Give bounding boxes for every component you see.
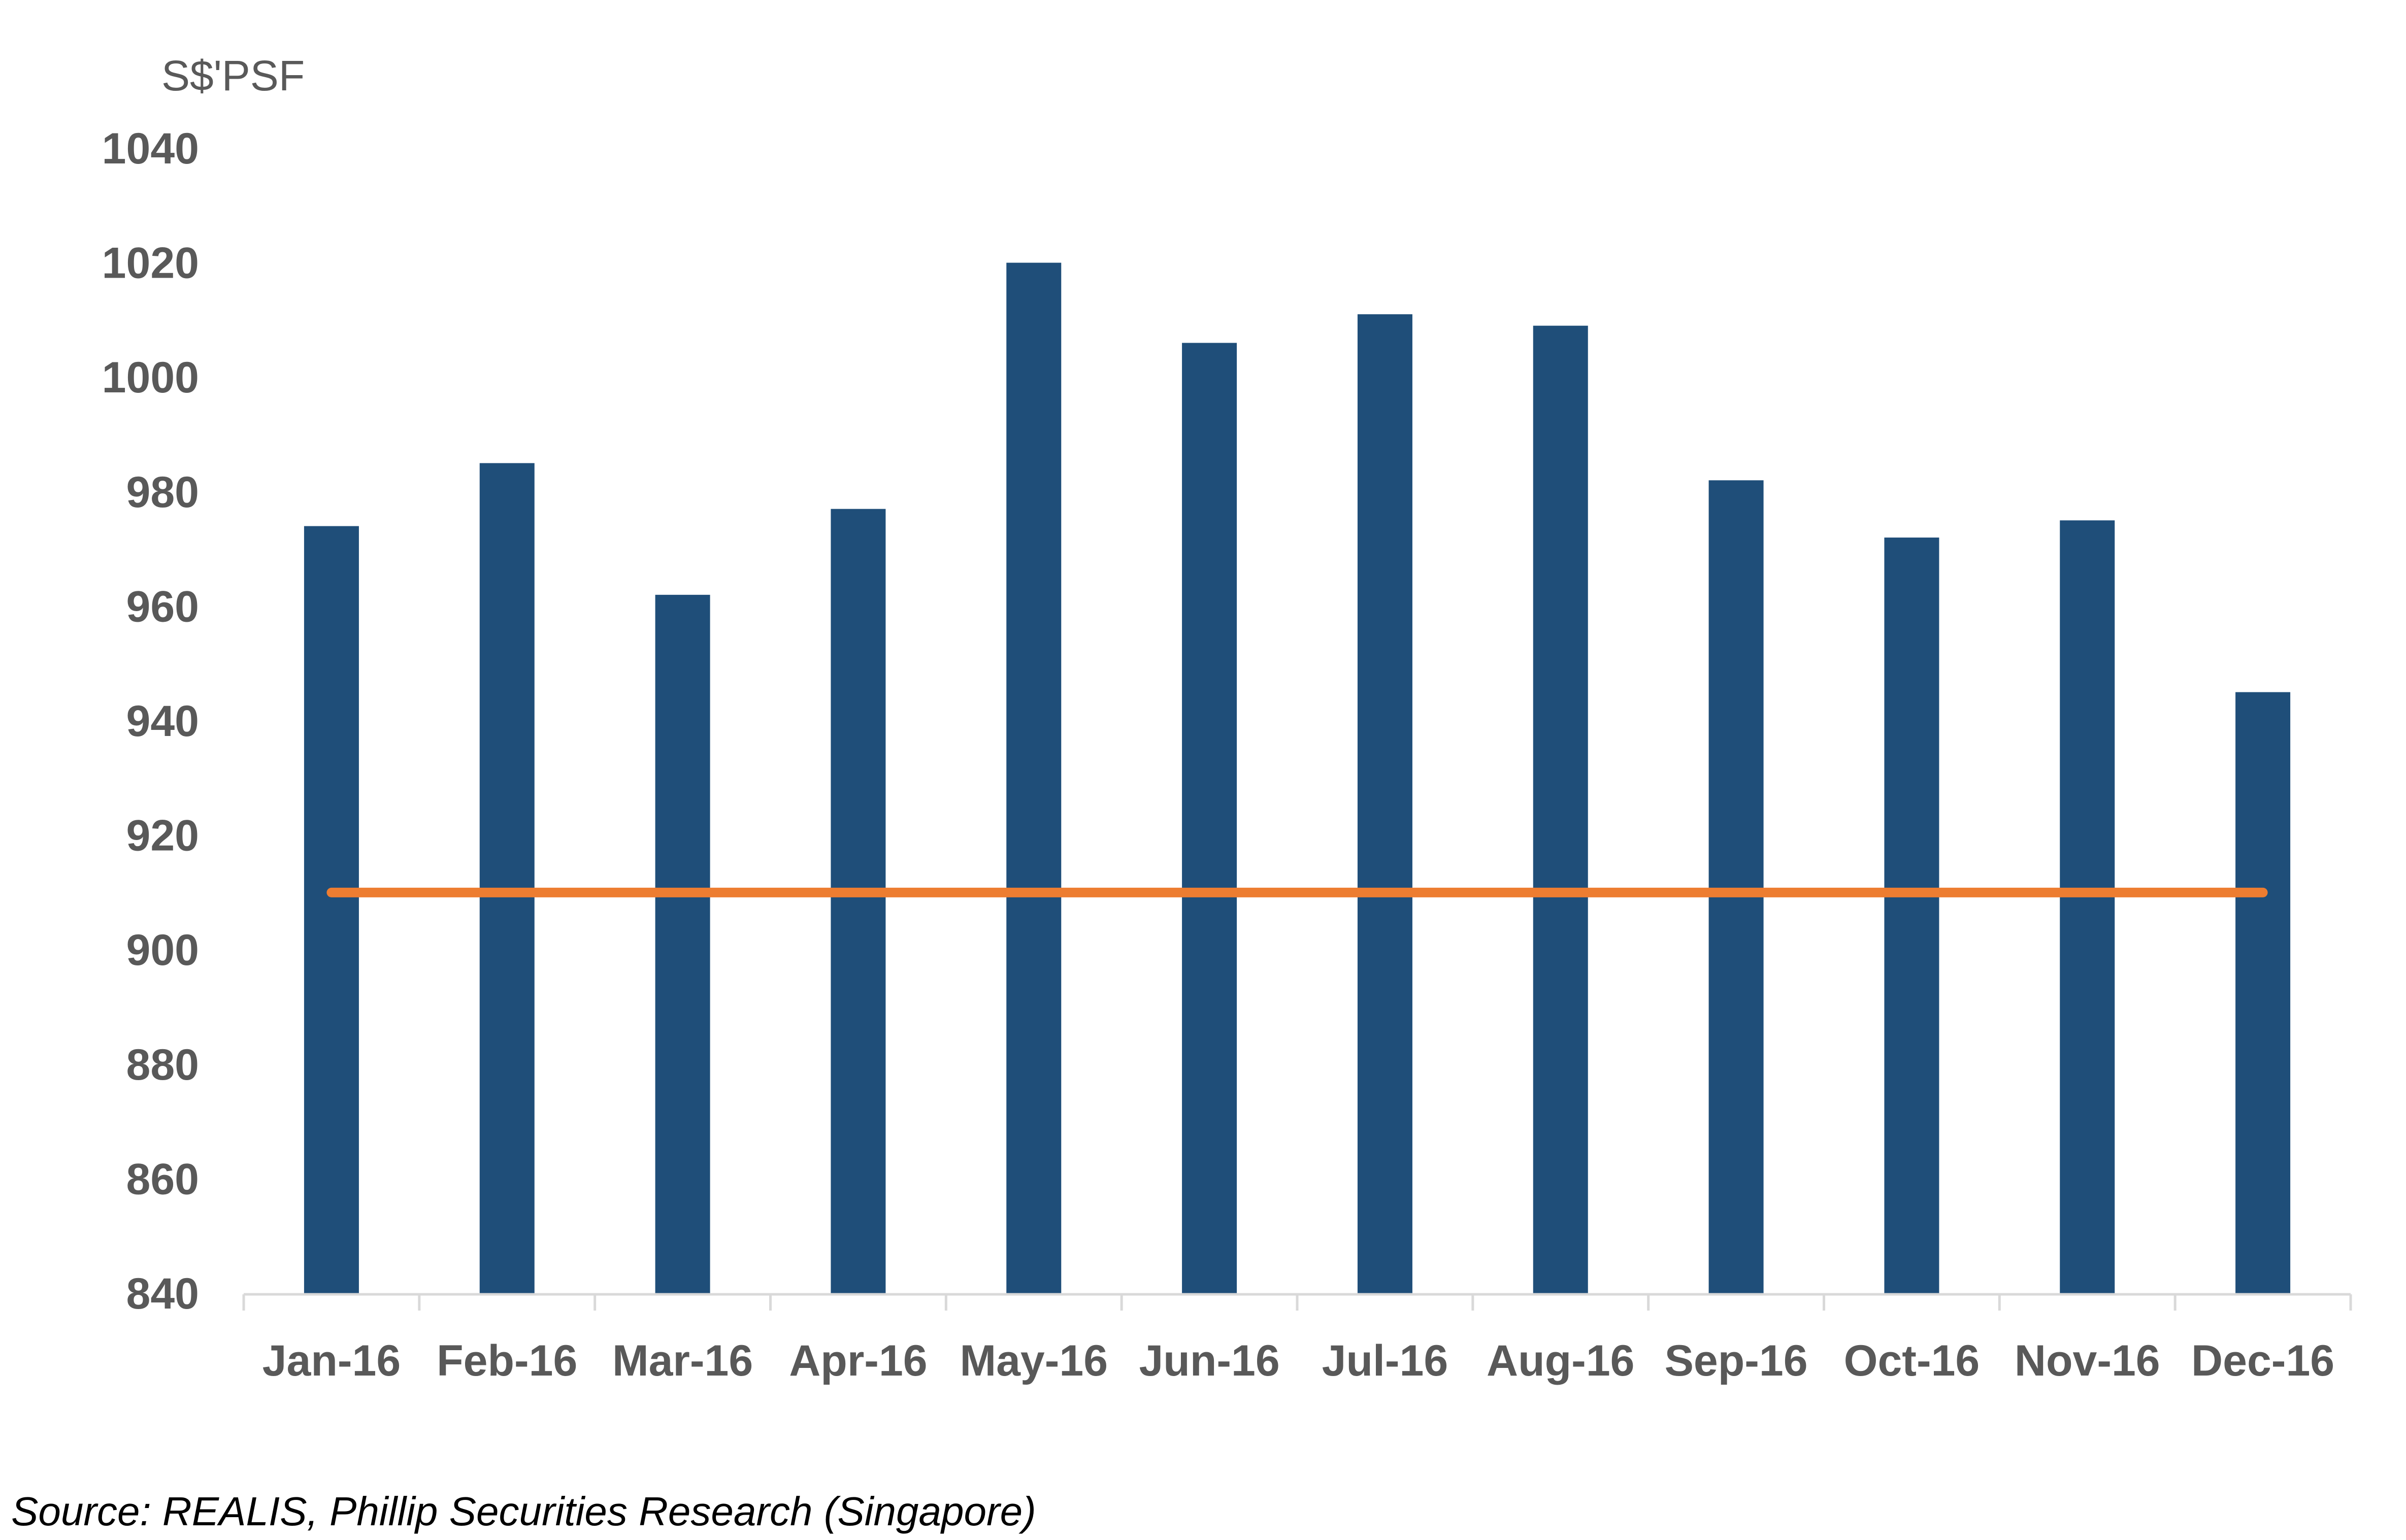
bar xyxy=(479,463,535,1293)
bar-series xyxy=(304,262,2291,1294)
bar xyxy=(1006,262,1062,1293)
y-tick-label: 900 xyxy=(126,926,200,975)
x-tick-label: May-16 xyxy=(960,1336,1108,1385)
y-tick-label: 860 xyxy=(126,1155,200,1203)
x-tick-label: Jun-16 xyxy=(1139,1336,1279,1385)
bar xyxy=(1533,325,1588,1294)
x-tick-label: Oct-16 xyxy=(1844,1336,1980,1385)
bar xyxy=(304,526,359,1293)
bar xyxy=(831,509,886,1293)
y-tick-label: 880 xyxy=(126,1041,200,1089)
y-tick-label: 1020 xyxy=(102,239,199,288)
x-axis-ticks: Jan-16 Feb-16 Mar-16 Apr-16 May-16 Jun-16 Jul-… xyxy=(262,1336,2334,1385)
x-tick-label: Mar-16 xyxy=(612,1336,753,1385)
x-tick-label: Dec-16 xyxy=(2191,1336,2334,1385)
source-note: Source: REALIS, Phillip Securities Resea… xyxy=(11,1489,1036,1534)
bar xyxy=(1884,538,1939,1293)
x-tick-label: Apr-16 xyxy=(789,1336,927,1385)
x-tick-label: Jul-16 xyxy=(1322,1336,1448,1385)
x-axis-tick-marks xyxy=(242,1294,2352,1311)
y-tick-label: 940 xyxy=(126,697,200,746)
x-tick-label: Sep-16 xyxy=(1665,1336,1808,1385)
x-tick-label: Jan-16 xyxy=(262,1336,401,1385)
x-tick-label: Feb-16 xyxy=(437,1336,577,1385)
x-tick-label: Aug-16 xyxy=(1487,1336,1634,1385)
y-axis-ticks: 840 860 880 900 920 940 960 980 1000 1020 1040 xyxy=(102,124,199,1318)
y-tick-label: 920 xyxy=(126,812,200,860)
bar xyxy=(2060,520,2115,1293)
y-tick-label: 1000 xyxy=(102,353,199,402)
y-tick-label: 980 xyxy=(126,468,200,517)
x-tick-label: Nov-16 xyxy=(2015,1336,2160,1385)
y-tick-label: 1040 xyxy=(102,124,199,173)
bar xyxy=(2235,692,2291,1293)
bar xyxy=(1708,480,1764,1293)
y-tick-label: 960 xyxy=(126,582,200,631)
bar xyxy=(655,594,710,1293)
y-axis-unit-label: S$'PSF xyxy=(161,52,305,99)
y-tick-label: 840 xyxy=(126,1269,200,1318)
bar xyxy=(1182,343,1237,1293)
bar xyxy=(1357,314,1412,1293)
